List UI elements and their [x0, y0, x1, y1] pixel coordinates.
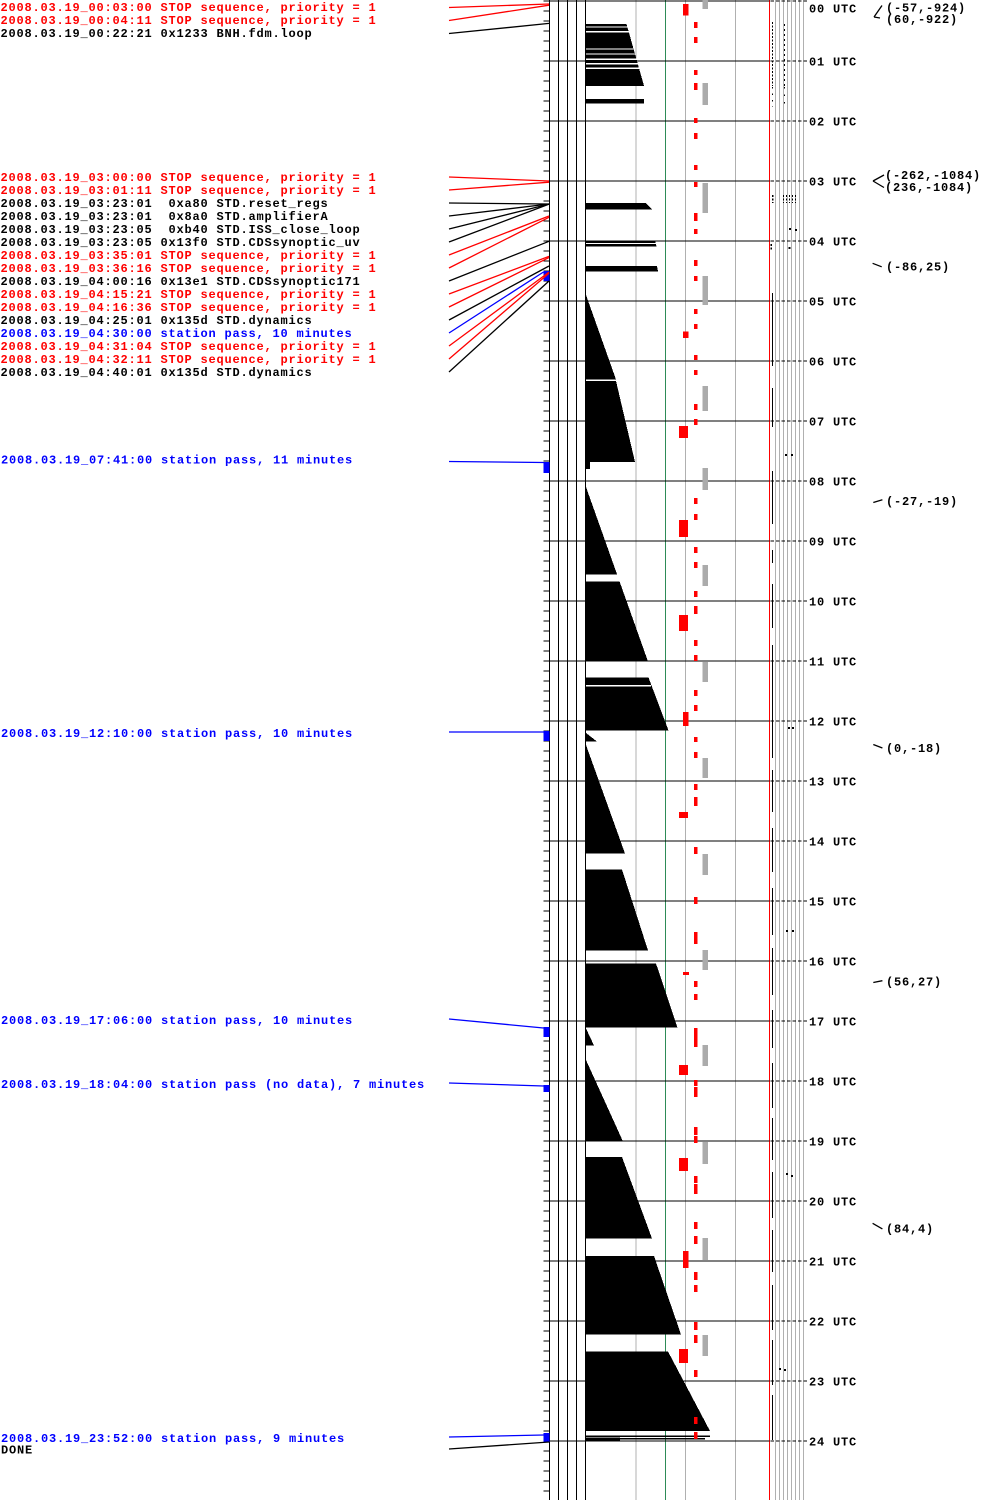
svg-text:22 UTC: 22 UTC	[809, 1316, 857, 1330]
svg-text:09 UTC: 09 UTC	[809, 536, 857, 550]
svg-text:2008.03.19_04:15:21 STOP seque: 2008.03.19_04:15:21 STOP sequence, prior…	[1, 288, 377, 302]
svg-text:2008.03.19_03:00:00 STOP seque: 2008.03.19_03:00:00 STOP sequence, prior…	[1, 171, 377, 185]
svg-text:2008.03.19_00:22:21 0x1233 BNH: 2008.03.19_00:22:21 0x1233 BNH.fdm.loop	[1, 27, 313, 41]
svg-text:2008.03.19_00:03:00 STOP seque: 2008.03.19_00:03:00 STOP sequence, prior…	[1, 1, 377, 15]
svg-text:2008.03.19_03:23:05 0x13f0 STD: 2008.03.19_03:23:05 0x13f0 STD.CDSsynopt…	[1, 236, 361, 250]
svg-text:(-86,25): (-86,25)	[886, 261, 950, 275]
svg-text:2008.03.19_03:23:01 0x8a0 STD: 2008.03.19_03:23:01 0x8a0 STD.amplifierA	[1, 210, 329, 224]
svg-text:2008.03.19_03:35:01 STOP seque: 2008.03.19_03:35:01 STOP sequence, prior…	[1, 249, 377, 263]
svg-text:03 UTC: 03 UTC	[809, 176, 857, 190]
svg-text:13 UTC: 13 UTC	[809, 776, 857, 790]
svg-text:2008.03.19_23:52:00 station pa: 2008.03.19_23:52:00 station pass, 9 minu…	[1, 1432, 345, 1446]
svg-text:2008.03.19_17:06:00 station pa: 2008.03.19_17:06:00 station pass, 10 min…	[1, 1014, 353, 1028]
svg-text:(236,-1084): (236,-1084)	[885, 181, 973, 195]
svg-text:10 UTC: 10 UTC	[809, 596, 857, 610]
svg-text:(84,4): (84,4)	[886, 1223, 934, 1237]
svg-text:2008.03.19_04:32:11 STOP seque: 2008.03.19_04:32:11 STOP sequence, prior…	[1, 353, 377, 367]
svg-text:24 UTC: 24 UTC	[809, 1436, 857, 1450]
svg-text:14 UTC: 14 UTC	[809, 836, 857, 850]
svg-text:(60,-922): (60,-922)	[886, 13, 958, 27]
svg-text:17 UTC: 17 UTC	[809, 1016, 857, 1030]
svg-text:06 UTC: 06 UTC	[809, 356, 857, 370]
svg-text:18 UTC: 18 UTC	[809, 1076, 857, 1090]
svg-text:2008.03.19_04:16:36 STOP seque: 2008.03.19_04:16:36 STOP sequence, prior…	[1, 301, 377, 315]
svg-text:(-27,-19): (-27,-19)	[886, 495, 958, 509]
svg-text:08 UTC: 08 UTC	[809, 476, 857, 490]
svg-text:21 UTC: 21 UTC	[809, 1256, 857, 1270]
svg-text:23 UTC: 23 UTC	[809, 1376, 857, 1390]
svg-text:2008.03.19_03:01:11 STOP seque: 2008.03.19_03:01:11 STOP sequence, prior…	[1, 184, 377, 198]
svg-text:05 UTC: 05 UTC	[809, 296, 857, 310]
svg-text:2008.03.19_12:10:00 station pa: 2008.03.19_12:10:00 station pass, 10 min…	[1, 727, 353, 741]
svg-text:2008.03.19_07:41:00 station pa: 2008.03.19_07:41:00 station pass, 11 min…	[1, 454, 353, 468]
svg-text:07 UTC: 07 UTC	[809, 416, 857, 430]
svg-text:2008.03.19_03:23:05 0xb40 STD: 2008.03.19_03:23:05 0xb40 STD.ISS_close_…	[1, 223, 361, 237]
svg-text:2008.03.19_04:00:16 0x13e1 STD: 2008.03.19_04:00:16 0x13e1 STD.CDSsynopt…	[1, 275, 361, 289]
svg-text:2008.03.19_04:31:04 STOP seque: 2008.03.19_04:31:04 STOP sequence, prior…	[1, 340, 377, 354]
svg-text:2008.03.19_03:36:16 STOP seque: 2008.03.19_03:36:16 STOP sequence, prior…	[1, 262, 377, 276]
svg-text:19 UTC: 19 UTC	[809, 1136, 857, 1150]
svg-text:00 UTC: 00 UTC	[809, 3, 857, 17]
svg-text:2008.03.19_18:04:00 station pa: 2008.03.19_18:04:00 station pass (no dat…	[1, 1078, 425, 1092]
svg-text:2008.03.19_04:40:01 0x135d STD: 2008.03.19_04:40:01 0x135d STD.dynamics	[1, 366, 313, 380]
svg-text:(0,-18): (0,-18)	[886, 742, 942, 756]
svg-text:02 UTC: 02 UTC	[809, 116, 857, 130]
svg-text:11 UTC: 11 UTC	[809, 656, 857, 670]
svg-text:DONE: DONE	[1, 1444, 33, 1458]
svg-text:04 UTC: 04 UTC	[809, 236, 857, 250]
svg-text:12 UTC: 12 UTC	[809, 716, 857, 730]
svg-text:01 UTC: 01 UTC	[809, 56, 857, 70]
svg-text:15 UTC: 15 UTC	[809, 896, 857, 910]
svg-text:(-57,-924): (-57,-924)	[886, 2, 966, 16]
svg-text:20 UTC: 20 UTC	[809, 1196, 857, 1210]
svg-text:2008.03.19_04:25:01 0x135d STD: 2008.03.19_04:25:01 0x135d STD.dynamics	[1, 314, 313, 328]
svg-text:(-262,-1084): (-262,-1084)	[885, 169, 981, 183]
svg-text:16 UTC: 16 UTC	[809, 956, 857, 970]
svg-text:2008.03.19_04:30:00 station pa: 2008.03.19_04:30:00 station pass, 10 min…	[1, 327, 353, 341]
svg-text:(56,27): (56,27)	[886, 976, 942, 990]
svg-text:2008.03.19_03:23:01 0xa80 STD: 2008.03.19_03:23:01 0xa80 STD.reset_regs	[1, 197, 329, 211]
svg-text:2008.03.19_00:04:11 STOP seque: 2008.03.19_00:04:11 STOP sequence, prior…	[1, 14, 377, 28]
